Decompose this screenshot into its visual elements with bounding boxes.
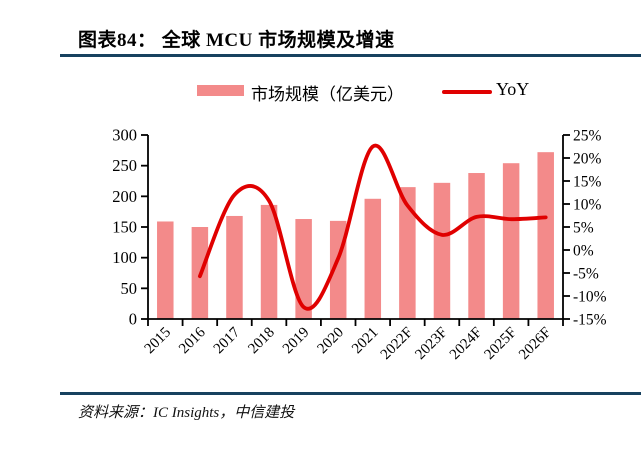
- yoy-line: [197, 143, 548, 311]
- x-tick-label: 2020: [315, 325, 348, 358]
- x-tick-label: 2022F: [378, 325, 416, 363]
- x-tick-label: 2018: [245, 325, 278, 358]
- bar-2023F: [433, 182, 451, 319]
- axis-labels-group: 300 250 200 150 100 50 0 25% 20% 15% 10% 5% 0% -5% -10…: [112, 126, 606, 363]
- x-tick-label: 2025F: [482, 325, 520, 363]
- bar-2015: [157, 221, 174, 319]
- y-tick-label-left: 0: [129, 310, 137, 329]
- x-tick-label: 2021: [349, 325, 382, 358]
- legend-line-swatch: [442, 90, 492, 94]
- bar-2022F: [399, 187, 416, 319]
- bar-2019: [295, 219, 312, 319]
- y-tick-label-left: 100: [112, 248, 137, 267]
- y-tick-label-right: 0%: [573, 243, 594, 260]
- legend-bar-label: 市场规模（亿美元）: [251, 85, 404, 104]
- footer-rule: [60, 392, 641, 395]
- y-tick-label-left: 150: [112, 218, 137, 237]
- yoy-line-group: [197, 143, 548, 311]
- y-tick-label-right: 25%: [573, 128, 602, 145]
- y-tick-label-left: 200: [112, 187, 137, 206]
- y-tick-label-right: -15%: [573, 312, 607, 329]
- y-tick-label-right: 20%: [573, 151, 602, 168]
- y-tick-label-right: 10%: [573, 197, 602, 214]
- bar-2026F: [537, 152, 554, 319]
- x-tick-label: 2015: [142, 325, 175, 358]
- source-note: 资料来源：IC Insights，中信建投: [78, 405, 295, 421]
- x-tick-label: 2026F: [516, 325, 554, 363]
- legend-line-label: YoY: [496, 79, 530, 99]
- x-tick-label: 2023F: [412, 325, 450, 363]
- x-tick-label: 2016: [176, 324, 209, 357]
- bar-2018: [260, 204, 278, 319]
- x-tick-label: 2024F: [447, 325, 485, 363]
- y-tick-label-right: 5%: [573, 220, 594, 237]
- bars-group: [157, 152, 554, 319]
- y-tick-label-right: 15%: [573, 174, 602, 191]
- bar-2017: [226, 215, 243, 319]
- bar-2024F: [468, 173, 485, 319]
- figure-title: 图表84： 全球 MCU 市场规模及增速: [78, 30, 395, 51]
- axes-group: [141, 134, 570, 326]
- x-tick-label: 2019: [280, 325, 313, 358]
- y-tick-label-left: 50: [121, 279, 138, 298]
- x-tick-label: 2017: [211, 324, 244, 357]
- y-tick-label-right: -10%: [573, 289, 607, 306]
- y-tick-label-right: -5%: [573, 266, 599, 283]
- bar-2025F: [502, 163, 520, 319]
- y-tick-label-left: 300: [112, 126, 137, 145]
- y-tick-label-left: 250: [112, 156, 137, 175]
- legend-bar-swatch: [197, 85, 244, 96]
- bar-2021: [364, 198, 382, 319]
- title-rule: [60, 54, 641, 57]
